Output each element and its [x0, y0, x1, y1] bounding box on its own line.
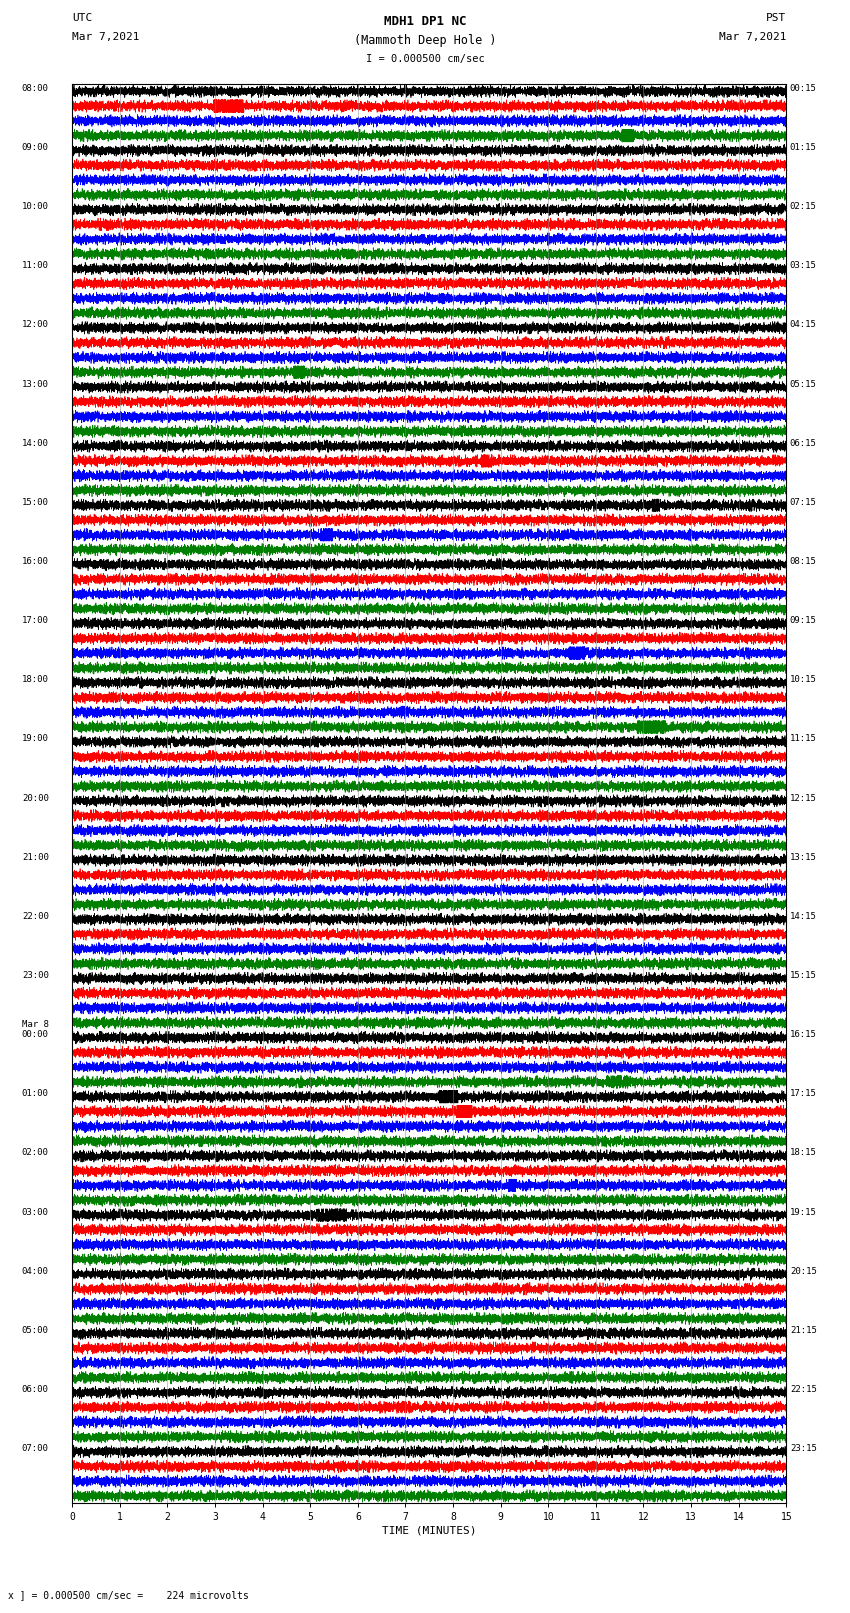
Text: 08:15: 08:15: [790, 556, 817, 566]
Text: 01:15: 01:15: [790, 144, 817, 152]
Text: 14:00: 14:00: [22, 439, 48, 448]
Text: 03:15: 03:15: [790, 261, 817, 271]
Text: 04:00: 04:00: [22, 1266, 48, 1276]
Text: 08:00: 08:00: [22, 84, 48, 94]
Text: Mar 8: Mar 8: [22, 1019, 48, 1029]
Text: 01:00: 01:00: [22, 1089, 48, 1098]
Text: UTC: UTC: [72, 13, 93, 23]
Text: 16:00: 16:00: [22, 556, 48, 566]
Text: 13:15: 13:15: [790, 853, 817, 861]
Text: 00:00: 00:00: [22, 1031, 48, 1039]
Text: x ] = 0.000500 cm/sec =    224 microvolts: x ] = 0.000500 cm/sec = 224 microvolts: [8, 1590, 249, 1600]
Text: 02:00: 02:00: [22, 1148, 48, 1158]
Text: Mar 7,2021: Mar 7,2021: [72, 32, 139, 42]
Text: 19:15: 19:15: [790, 1208, 817, 1216]
Text: 12:15: 12:15: [790, 794, 817, 803]
Text: (Mammoth Deep Hole ): (Mammoth Deep Hole ): [354, 34, 496, 47]
Text: 10:15: 10:15: [790, 676, 817, 684]
Text: 09:00: 09:00: [22, 144, 48, 152]
Text: 07:15: 07:15: [790, 498, 817, 506]
Text: 18:15: 18:15: [790, 1148, 817, 1158]
Text: 22:00: 22:00: [22, 911, 48, 921]
Text: 11:00: 11:00: [22, 261, 48, 271]
Text: 06:15: 06:15: [790, 439, 817, 448]
Text: 17:00: 17:00: [22, 616, 48, 626]
X-axis label: TIME (MINUTES): TIME (MINUTES): [382, 1526, 477, 1536]
Text: 13:00: 13:00: [22, 379, 48, 389]
Text: PST: PST: [766, 13, 786, 23]
Text: 21:00: 21:00: [22, 853, 48, 861]
Text: Mar 7,2021: Mar 7,2021: [719, 32, 786, 42]
Text: 22:15: 22:15: [790, 1386, 817, 1394]
Text: 19:00: 19:00: [22, 734, 48, 744]
Text: 00:15: 00:15: [790, 84, 817, 94]
Text: 20:00: 20:00: [22, 794, 48, 803]
Text: I = 0.000500 cm/sec: I = 0.000500 cm/sec: [366, 53, 484, 65]
Text: MDH1 DP1 NC: MDH1 DP1 NC: [383, 15, 467, 27]
Text: 16:15: 16:15: [790, 1031, 817, 1039]
Text: 15:00: 15:00: [22, 498, 48, 506]
Text: 05:15: 05:15: [790, 379, 817, 389]
Text: 09:15: 09:15: [790, 616, 817, 626]
Text: 04:15: 04:15: [790, 321, 817, 329]
Text: 03:00: 03:00: [22, 1208, 48, 1216]
Text: 11:15: 11:15: [790, 734, 817, 744]
Text: 14:15: 14:15: [790, 911, 817, 921]
Text: 21:15: 21:15: [790, 1326, 817, 1336]
Text: 18:00: 18:00: [22, 676, 48, 684]
Text: 05:00: 05:00: [22, 1326, 48, 1336]
Text: 20:15: 20:15: [790, 1266, 817, 1276]
Text: 15:15: 15:15: [790, 971, 817, 981]
Text: 12:00: 12:00: [22, 321, 48, 329]
Text: 23:15: 23:15: [790, 1444, 817, 1453]
Text: 06:00: 06:00: [22, 1386, 48, 1394]
Text: 02:15: 02:15: [790, 202, 817, 211]
Text: 10:00: 10:00: [22, 202, 48, 211]
Text: 07:00: 07:00: [22, 1444, 48, 1453]
Text: 23:00: 23:00: [22, 971, 48, 981]
Text: 17:15: 17:15: [790, 1089, 817, 1098]
